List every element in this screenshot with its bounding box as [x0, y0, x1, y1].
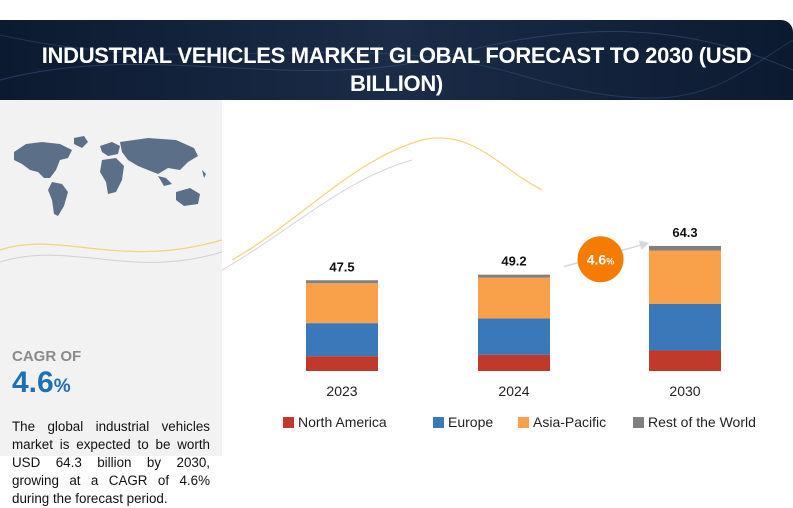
bar-2023-north-america: [306, 356, 378, 371]
x-tick-label-2024: 2024: [498, 383, 529, 399]
x-tick-label-2030: 2030: [669, 383, 700, 399]
growth-badge-number: 4.6: [587, 251, 607, 267]
stacked-bar-chart: 47.5 49.2 64.3 2023 2024 2030 4.6%: [222, 137, 721, 399]
growth-badge-percent: %: [606, 256, 614, 266]
legend-swatch-europe: [433, 416, 444, 428]
x-tick-label-2023: 2023: [326, 383, 357, 399]
legend-label-europe: Europe: [448, 414, 494, 430]
decorative-curve-gray: [222, 159, 413, 271]
legend-swatch-north-america: [283, 416, 294, 428]
decorative-swoosh: [0, 239, 222, 263]
bar-2023-europe: [306, 323, 378, 357]
legend-item-rest-of-world: Rest of the World: [633, 414, 756, 430]
legend-item-europe: Europe: [433, 414, 493, 430]
summary-panel: CAGR OF 4.6% The global industrial vehic…: [0, 100, 222, 506]
cagr-percent-sign: %: [53, 376, 71, 397]
chart-legend: North America Europe Asia-Pacific Rest of t…: [283, 414, 773, 434]
chart-title: INDUSTRIAL VEHICLES MARKET GLOBAL FORECA…: [41, 43, 752, 96]
growth-arrow-head: [638, 240, 649, 251]
legend-label-rest-of-world: Rest of the World: [648, 414, 756, 430]
total-label-2030: 64.3: [672, 225, 697, 240]
header-background-pattern: [0, 30, 793, 99]
cagr-label: CAGR OF: [12, 348, 82, 365]
bar-2024-europe: [478, 318, 550, 355]
bar-2023-rest-of-world: [306, 280, 378, 284]
legend-item-north-america: North America: [283, 414, 387, 430]
bar-2023-asia-pacific: [306, 283, 378, 324]
legend-swatch-asia-pacific: [518, 416, 529, 428]
bar-2030-rest-of-world: [649, 245, 721, 251]
total-label-2024: 49.2: [501, 254, 526, 269]
legend-swatch-rest-of-world: [633, 416, 644, 428]
cagr-number: 4.6: [12, 366, 54, 399]
bar-2024-north-america: [478, 354, 550, 371]
cagr-value: 4.6%: [12, 366, 71, 400]
bar-2024-rest-of-world: [478, 274, 550, 278]
legend-label-asia-pacific: Asia-Pacific: [533, 414, 607, 430]
bar-2030-asia-pacific: [649, 250, 721, 305]
world-map-icon: [14, 136, 206, 216]
growth-badge: [577, 236, 624, 283]
market-description: The global industrial vehicles market is…: [12, 419, 210, 506]
growth-badge-label: 4.6%: [587, 251, 614, 267]
decorative-curve: [231, 137, 543, 261]
legend-label-north-america: North America: [298, 414, 387, 430]
bar-2030-north-america: [649, 350, 721, 371]
bar-2024-asia-pacific: [478, 277, 550, 319]
legend-item-asia-pacific: Asia-Pacific: [518, 414, 606, 430]
bar-2030-europe: [649, 304, 721, 351]
header-banner: INDUSTRIAL VEHICLES MARKET GLOBAL FORECA…: [0, 20, 793, 100]
total-label-2023: 47.5: [329, 259, 354, 274]
